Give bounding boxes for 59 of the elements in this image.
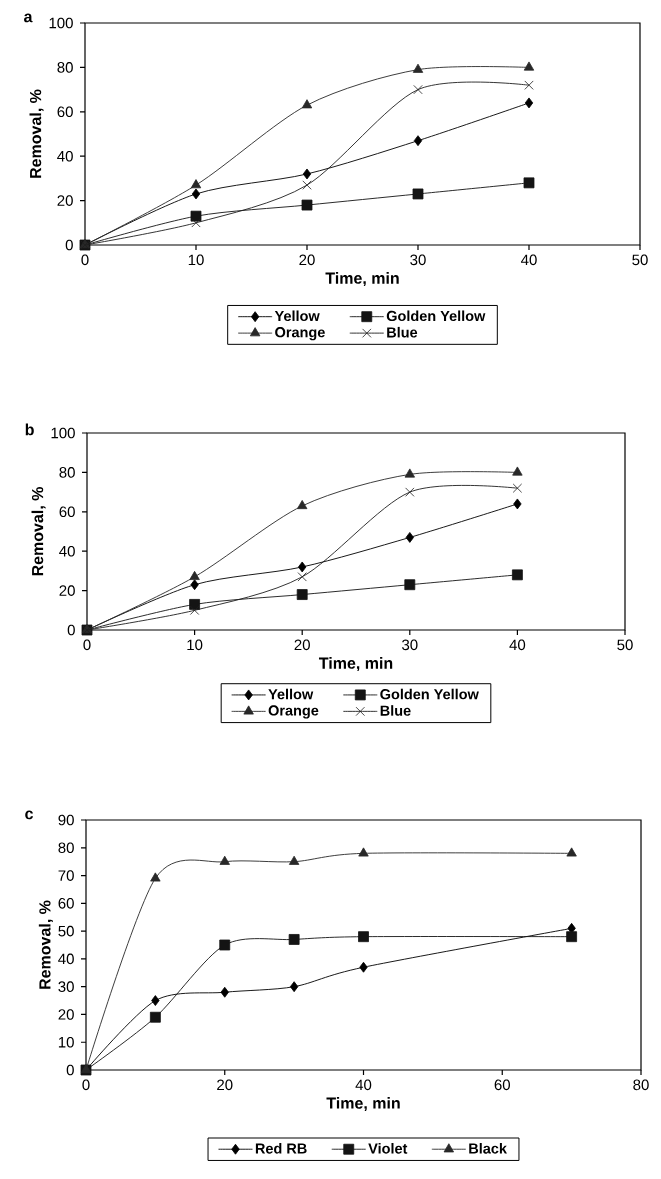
x-tick-label: 40 — [509, 639, 526, 651]
x-tick-label: 40 — [521, 254, 537, 266]
y-tick-label: 70 — [58, 870, 74, 881]
legend-label: Golden Yellow — [380, 688, 479, 700]
chart-title: b — [25, 423, 34, 436]
y-tick-label: 90 — [58, 814, 74, 826]
y-tick-label: 60 — [59, 506, 75, 518]
x-tick-label: 20 — [294, 639, 310, 651]
legend-label: Orange — [268, 705, 319, 719]
y-tick-label: 40 — [57, 150, 73, 162]
y-tick-label: 50 — [58, 925, 74, 937]
y-tick-label: 0 — [65, 239, 73, 251]
y-tick-label: 20 — [58, 1009, 74, 1020]
x-tick-label: 40 — [355, 1079, 372, 1091]
x-tick-label: 30 — [410, 254, 426, 266]
x-axis-title: Time, min — [326, 1097, 400, 1112]
x-tick-label: 0 — [82, 1079, 90, 1091]
y-tick-label: 40 — [59, 545, 75, 557]
legend-label: Blue — [380, 705, 411, 716]
chart-title: a — [24, 13, 33, 23]
y-tick-label: 100 — [51, 427, 75, 439]
y-tick-label: 60 — [58, 898, 74, 909]
x-tick-label: 10 — [187, 639, 203, 651]
x-axis-title: Time, min — [318, 657, 393, 672]
chart-title: c — [25, 810, 34, 820]
x-tick-label: 80 — [633, 1079, 649, 1091]
y-tick-label: 60 — [57, 106, 73, 118]
x-tick-label: 60 — [494, 1079, 510, 1091]
y-tick-label: 0 — [66, 1064, 74, 1076]
x-tick-label: 10 — [188, 254, 204, 266]
legend-label: Black — [469, 1143, 507, 1154]
x-tick-label: 50 — [617, 639, 633, 651]
y-tick-label: 20 — [59, 585, 75, 596]
x-tick-label: 50 — [632, 254, 648, 266]
y-axis-title: Removal, % — [29, 89, 44, 178]
y-tick-label: 0 — [67, 624, 75, 636]
legend-label: Golden Yellow — [386, 310, 486, 322]
x-tick-label: 20 — [299, 254, 315, 266]
y-tick-label: 80 — [59, 467, 75, 478]
y-tick-label: 30 — [58, 981, 74, 992]
y-axis-title: Removal, % — [31, 487, 46, 576]
legend-label: Yellow — [274, 310, 320, 322]
y-tick-label: 20 — [57, 195, 73, 206]
y-tick-label: 80 — [57, 62, 73, 73]
y-tick-label: 10 — [58, 1036, 74, 1048]
legend-label: Violet — [368, 1143, 408, 1154]
legend-label: Orange — [275, 327, 325, 341]
x-tick-label: 0 — [83, 639, 91, 651]
y-tick-label: 80 — [58, 842, 74, 854]
legend-label: Yellow — [268, 688, 314, 700]
x-tick-label: 0 — [81, 254, 89, 266]
legend-label: Blue — [387, 326, 418, 338]
legend-label: Red RB — [255, 1143, 307, 1154]
x-axis-title: Time, min — [325, 272, 399, 287]
x-tick-label: 30 — [402, 639, 418, 651]
y-axis-title: Removal, % — [38, 900, 53, 989]
x-tick-label: 20 — [217, 1079, 233, 1091]
y-tick-label: 100 — [49, 17, 73, 29]
y-tick-label: 40 — [58, 953, 74, 965]
